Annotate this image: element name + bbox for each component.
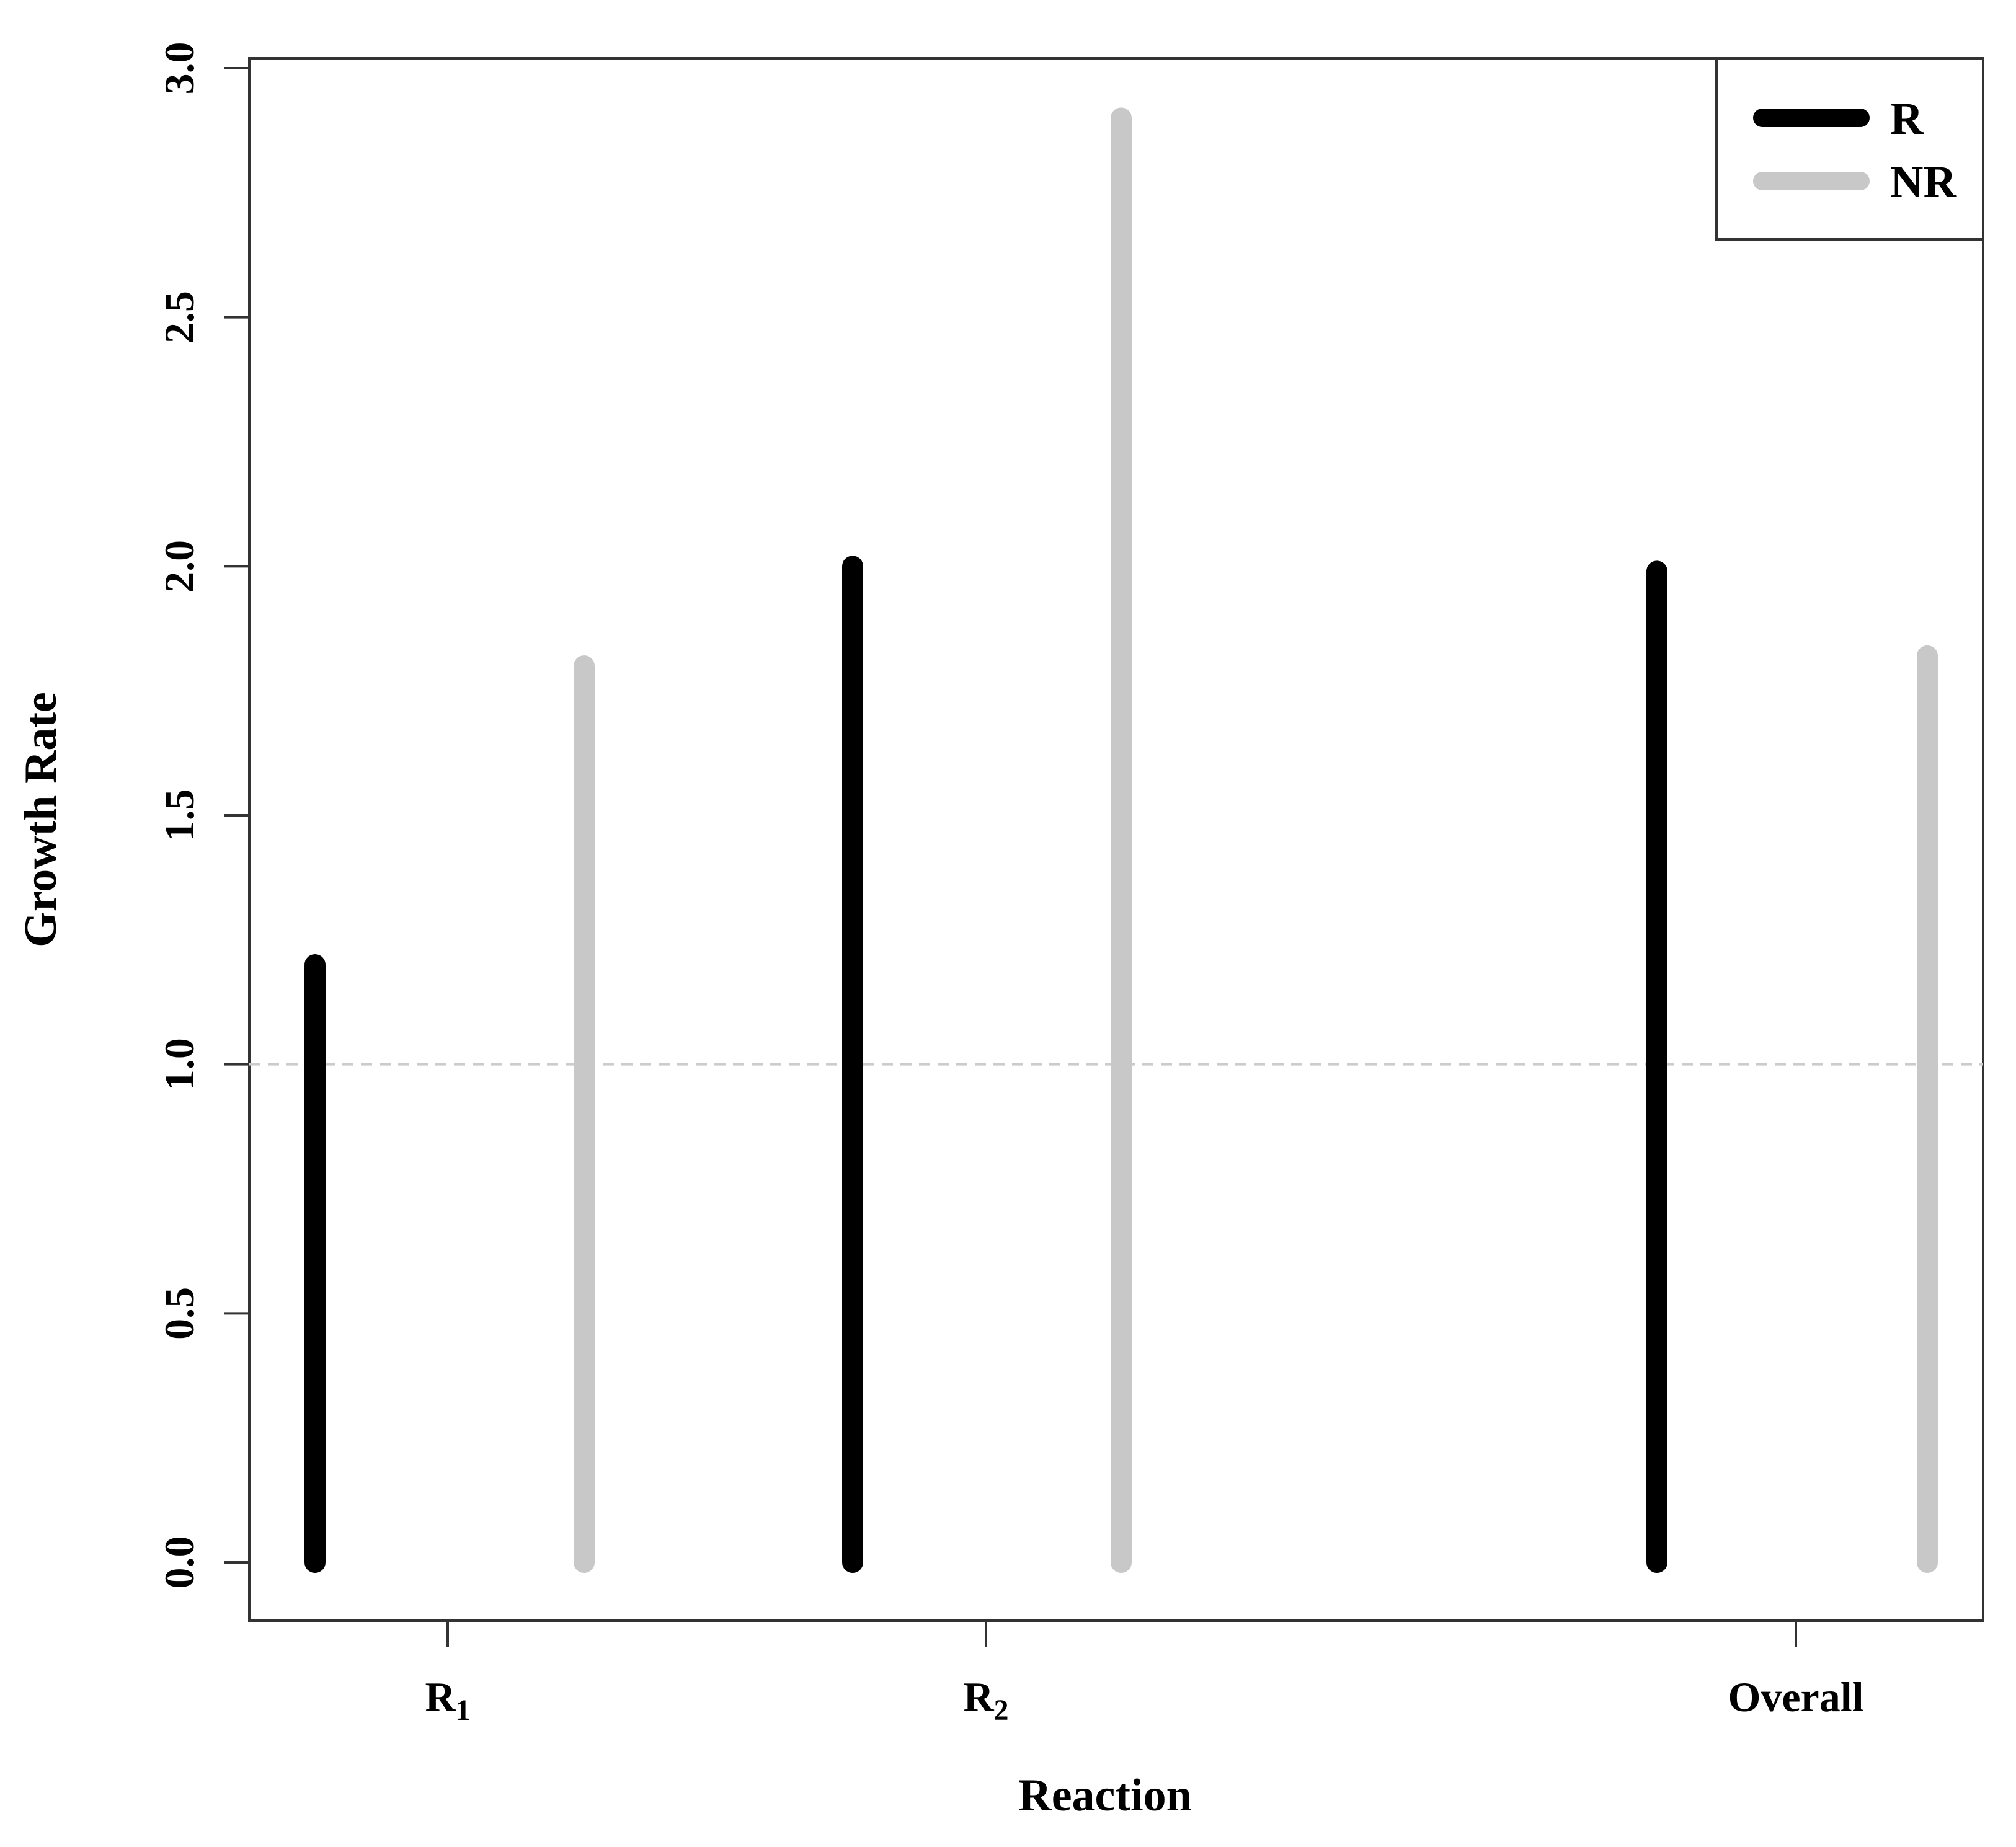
y-tick-label: 0.0: [156, 1536, 203, 1589]
y-tick-label: 2.0: [156, 540, 203, 593]
legend: R NR: [1715, 57, 1984, 241]
y-tick-label: 2.5: [156, 291, 203, 343]
y-tick-label: 1.0: [156, 1038, 203, 1091]
y-tick-label: 1.5: [156, 789, 203, 842]
bars: [304, 107, 1938, 1573]
x-tick-label: Overall: [1728, 1673, 1863, 1721]
legend-label-r: R: [1890, 94, 1924, 144]
x-tick-label: R1: [425, 1673, 470, 1727]
legend-label-nr: NR: [1890, 157, 1957, 208]
y-tick-label: 3.0: [156, 42, 203, 95]
x-axis: R1 R2 Overall: [425, 1621, 1864, 1727]
plot-frame: [248, 57, 1984, 1622]
x-axis-title: Reaction: [1018, 1770, 1192, 1821]
y-axis-title: Growth Rate: [16, 692, 66, 947]
x-tick-subscript: 1: [456, 1694, 471, 1727]
x-tick-subscript: 2: [994, 1694, 1009, 1727]
x-tick-label: R2: [963, 1673, 1008, 1727]
y-axis: 0.0 0.5 1.0 1.5 2.0 2.5 3.0: [156, 42, 249, 1589]
y-tick-label: 0.5: [156, 1287, 203, 1340]
legend-box: [1715, 57, 1984, 241]
